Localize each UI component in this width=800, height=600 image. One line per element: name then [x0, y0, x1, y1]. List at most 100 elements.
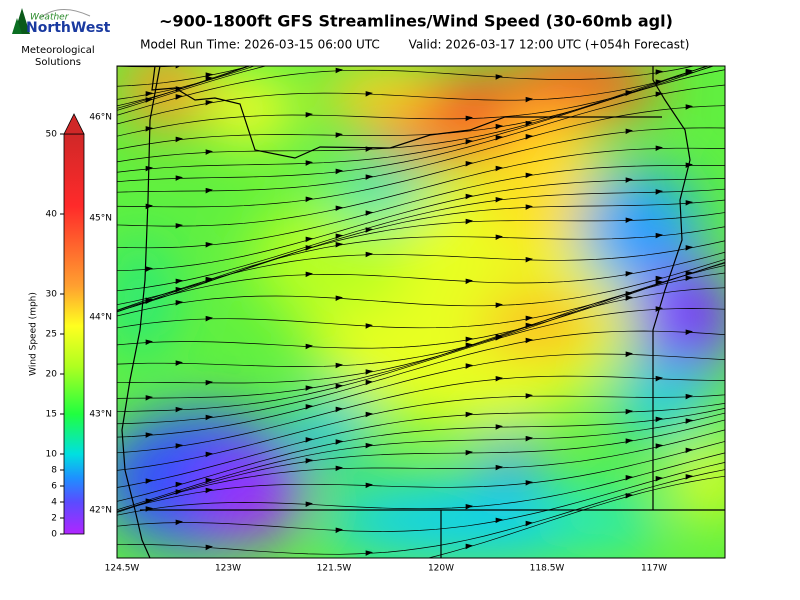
colorbar-tick-label: 0	[51, 530, 57, 540]
stream-arrow	[305, 343, 314, 350]
stream-arrow	[145, 395, 154, 401]
stream-arrow	[465, 450, 474, 456]
stream-arrow	[175, 481, 184, 488]
streamline	[117, 69, 725, 173]
stream-arrow	[205, 75, 214, 82]
stream-arrow	[365, 550, 374, 556]
stream-arrow	[685, 68, 694, 75]
stream-arrow	[625, 351, 634, 358]
stream-arrow	[335, 439, 344, 445]
stream-arrow	[365, 442, 374, 449]
stream-arrow	[175, 489, 184, 495]
stream-arrow	[685, 275, 694, 281]
streamline	[117, 251, 725, 311]
stream-arrow	[205, 315, 214, 322]
stream-arrow	[305, 236, 314, 243]
stream-arrow	[625, 90, 634, 97]
stream-arrow	[465, 278, 474, 285]
lat-label: 43°N	[89, 410, 112, 420]
stream-arrow	[205, 99, 214, 106]
lon-label: 121.5W	[317, 564, 352, 574]
stream-arrow	[655, 189, 664, 195]
logo-tagline: Solutions	[35, 57, 81, 68]
stream-arrow	[305, 404, 314, 410]
stream-arrow	[305, 458, 314, 464]
run-time: Model Run Time: 2026-03-15 06:00 UTC	[140, 38, 380, 52]
stream-arrow	[305, 245, 314, 251]
streamline	[117, 127, 725, 208]
stream-arrow	[145, 297, 154, 304]
stream-arrow	[655, 69, 664, 75]
stream-arrow	[365, 210, 374, 216]
map-frame	[116, 65, 726, 559]
stream-arrow	[495, 123, 504, 130]
streamline	[117, 419, 725, 513]
colorbar-tick-label: 10	[46, 450, 58, 460]
stream-arrow	[465, 504, 474, 510]
stream-arrow	[465, 342, 474, 349]
stream-arrow	[305, 271, 314, 278]
stream-arrow	[205, 242, 214, 248]
logo: Weather NorthWest Meteorological Solutio…	[12, 8, 111, 68]
stream-arrow	[335, 383, 344, 390]
stream-arrow	[205, 414, 214, 421]
stream-arrow	[365, 411, 374, 418]
stream-arrow	[305, 112, 314, 118]
stream-arrow	[465, 411, 474, 418]
stream-arrow	[495, 135, 504, 141]
stream-arrow	[655, 232, 664, 239]
valid-time: Valid: 2026-03-17 12:00 UTC (+054h Forec…	[409, 38, 690, 52]
stream-arrow	[335, 362, 344, 369]
lon-label: 124.5W	[105, 564, 140, 574]
stream-arrow	[525, 172, 534, 179]
stream-arrow	[465, 363, 474, 369]
stream-arrow	[145, 91, 154, 97]
stream-arrow	[655, 443, 664, 449]
stream-arrow	[335, 67, 344, 74]
stream-arrow	[175, 94, 184, 100]
stream-arrow	[655, 416, 664, 423]
stream-arrow	[205, 451, 214, 458]
stream-arrow	[625, 475, 634, 481]
stream-arrow	[625, 438, 634, 444]
streamline	[117, 84, 725, 183]
streamline	[117, 212, 725, 312]
stream-arrow	[365, 369, 374, 375]
stream-arrow	[205, 477, 214, 484]
stream-arrow	[205, 276, 214, 283]
streamline	[117, 308, 725, 412]
stream-arrow	[335, 233, 344, 239]
stream-arrow	[335, 295, 344, 301]
streamline	[117, 262, 725, 349]
stream-arrow	[655, 79, 664, 85]
colorbar: Wind Speed (mph)	[29, 113, 85, 535]
stream-arrow	[525, 435, 534, 442]
stream-arrow	[365, 251, 374, 258]
stream-arrow	[145, 126, 154, 132]
stream-arrow	[655, 279, 664, 286]
stream-arrow	[205, 544, 214, 551]
stream-arrow	[175, 300, 184, 306]
colorbar-tick-label: 40	[46, 210, 58, 220]
stream-arrow	[625, 128, 634, 135]
colorbar-tick-label: 8	[51, 466, 57, 476]
stream-arrow	[335, 242, 344, 248]
stream-arrow	[365, 227, 374, 233]
stream-arrow	[175, 406, 184, 413]
stream-arrow	[145, 432, 154, 438]
stream-arrow	[205, 149, 214, 155]
stream-arrow	[335, 205, 344, 212]
stream-arrow	[205, 187, 214, 194]
stream-arrow	[625, 295, 634, 301]
stream-arrow	[686, 31, 692, 35]
stream-arrow	[365, 174, 374, 180]
stream-arrow	[685, 418, 694, 424]
stream-arrow	[465, 115, 474, 122]
stream-arrow	[365, 379, 374, 386]
streamline	[117, 66, 268, 111]
stream-arrow	[335, 168, 344, 175]
lon-label: 118.5W	[530, 564, 565, 574]
stream-arrow	[525, 520, 534, 527]
logo-text: Weather	[30, 13, 70, 23]
title: ~900-1800ft GFS Streamlines/Wind Speed (…	[159, 12, 673, 31]
